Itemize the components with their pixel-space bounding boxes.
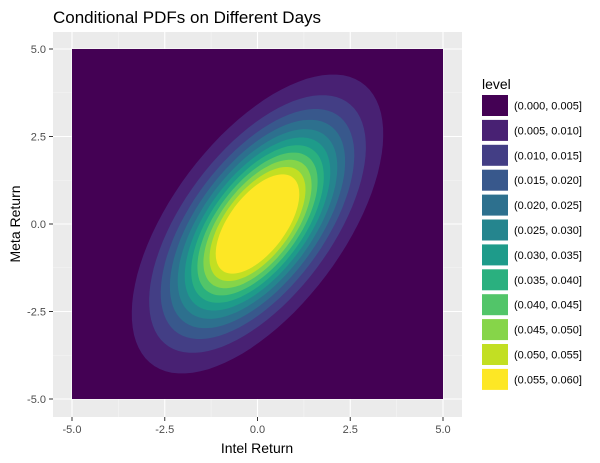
- y-tick-label: 0.0: [31, 219, 46, 231]
- y-tick-label: 2.5: [31, 132, 46, 144]
- y-tick-label: -5.0: [27, 394, 46, 406]
- x-tick-label: -5.0: [63, 424, 82, 436]
- legend-label: (0.015, 0.020]: [514, 175, 582, 187]
- legend-label: (0.000, 0.005]: [514, 101, 582, 113]
- x-axis: -5.0 -2.5 0.0 2.5 5.0: [63, 417, 451, 436]
- legend-label: (0.010, 0.015]: [514, 150, 582, 162]
- legend-label: (0.020, 0.025]: [514, 200, 582, 212]
- legend-swatch: [482, 344, 508, 365]
- y-tick-label: -2.5: [27, 307, 46, 319]
- x-tick-label: 0.0: [250, 424, 265, 436]
- legend-swatch: [482, 144, 508, 166]
- x-tick-label: 5.0: [435, 424, 450, 436]
- legend-label: (0.035, 0.040]: [514, 275, 582, 287]
- legend-label: (0.050, 0.055]: [514, 350, 582, 362]
- legend-label: (0.040, 0.045]: [514, 300, 582, 312]
- legend-swatch: [482, 219, 508, 241]
- legend-swatch: [482, 244, 508, 266]
- legend-title: level: [482, 76, 511, 92]
- legend-swatch: [482, 319, 508, 341]
- legend-swatch: [482, 194, 508, 216]
- legend-label: (0.055, 0.060]: [514, 374, 582, 386]
- x-tick-label: 2.5: [343, 424, 358, 436]
- legend-swatch: [482, 294, 508, 316]
- chart-title: Conditional PDFs on Different Days: [53, 8, 321, 27]
- legend: (0.000, 0.005] (0.005, 0.010] (0.010, 0.01…: [482, 95, 582, 390]
- y-axis-title: Meta Return: [7, 185, 23, 262]
- legend-label: (0.025, 0.030]: [514, 225, 582, 237]
- legend-swatch: [482, 368, 508, 390]
- legend-swatch: [482, 169, 508, 191]
- contour-bands: [72, 49, 443, 399]
- y-tick-label: 5.0: [31, 44, 46, 56]
- x-tick-label: -2.5: [155, 424, 174, 436]
- legend-swatch: [482, 119, 508, 141]
- x-axis-title: Intel Return: [221, 440, 293, 456]
- legend-swatch: [482, 95, 508, 116]
- legend-label: (0.005, 0.010]: [514, 125, 582, 137]
- contour-band-11: [215, 174, 300, 274]
- legend-label: (0.045, 0.050]: [514, 325, 582, 337]
- legend-swatch: [482, 269, 508, 291]
- y-axis: -5.0 -2.5 0.0 2.5 5.0: [27, 44, 53, 406]
- legend-label: (0.030, 0.035]: [514, 250, 582, 262]
